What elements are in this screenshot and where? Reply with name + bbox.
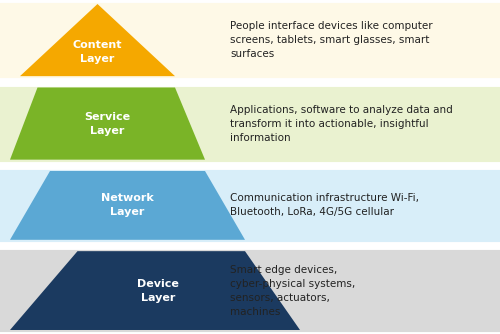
Bar — [0, 84, 500, 164]
Polygon shape — [10, 251, 300, 330]
Bar — [0, 167, 500, 244]
Bar — [0, 0, 500, 80]
Polygon shape — [10, 88, 205, 160]
Text: Applications, software to analyze data and
transform it into actionable, insight: Applications, software to analyze data a… — [230, 105, 453, 143]
Polygon shape — [10, 171, 245, 240]
Bar — [0, 247, 500, 334]
Text: Network
Layer: Network Layer — [101, 193, 154, 217]
Text: Communication infrastructure Wi-Fi,
Bluetooth, LoRa, 4G/5G cellular: Communication infrastructure Wi-Fi, Blue… — [230, 193, 419, 217]
Polygon shape — [20, 4, 175, 76]
Text: Service
Layer: Service Layer — [84, 112, 130, 136]
Text: Device
Layer: Device Layer — [137, 279, 179, 303]
Text: Smart edge devices,
cyber-physical systems,
sensors, actuators,
machines: Smart edge devices, cyber-physical syste… — [230, 265, 355, 317]
Text: Content
Layer: Content Layer — [72, 40, 122, 64]
Text: People interface devices like computer
screens, tablets, smart glasses, smart
su: People interface devices like computer s… — [230, 21, 432, 59]
